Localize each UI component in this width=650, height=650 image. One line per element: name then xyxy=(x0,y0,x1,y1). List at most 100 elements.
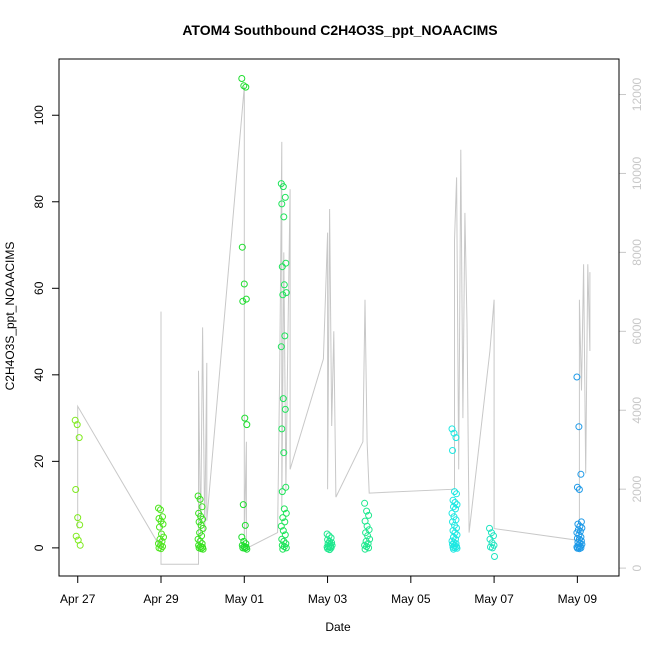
x-tick-label: May 07 xyxy=(474,592,514,606)
y-tick-label: 100 xyxy=(32,105,46,125)
data-point xyxy=(452,505,459,513)
data-point xyxy=(280,449,288,457)
data-point xyxy=(279,527,287,535)
y2-tick-label: 2000 xyxy=(630,476,644,503)
x-tick-label: Apr 27 xyxy=(60,592,96,606)
data-point xyxy=(74,514,82,522)
data-point xyxy=(449,518,456,526)
data-point xyxy=(160,533,167,541)
data-point xyxy=(451,529,459,537)
data-point xyxy=(278,200,286,208)
data-point xyxy=(194,492,202,500)
y2-tick-label: 4000 xyxy=(630,397,644,424)
data-point xyxy=(240,280,248,288)
data-point xyxy=(157,506,164,514)
data-point xyxy=(240,82,248,90)
data-point xyxy=(448,509,456,517)
data-point xyxy=(159,513,166,521)
data-point xyxy=(281,518,289,526)
data-point xyxy=(366,535,374,543)
y2-tick-label: 6000 xyxy=(630,318,644,345)
altitude-track-layer xyxy=(77,86,591,565)
data-point xyxy=(280,505,288,513)
data-point xyxy=(453,531,461,539)
data-point xyxy=(282,259,290,267)
data-point xyxy=(452,535,459,543)
data-point xyxy=(363,507,371,515)
y-tick-label: 60 xyxy=(32,281,46,295)
data-point xyxy=(76,521,84,529)
data-point xyxy=(278,263,286,271)
data-point xyxy=(361,545,369,553)
x-tick-label: Apr 29 xyxy=(143,592,179,606)
data-point xyxy=(450,545,457,553)
data-point xyxy=(76,541,84,549)
data-point xyxy=(156,523,163,531)
data-point xyxy=(282,483,290,491)
y-tick-label: 20 xyxy=(32,454,46,468)
data-point xyxy=(486,524,493,532)
y-tick-label: 0 xyxy=(32,544,46,551)
data-point xyxy=(451,488,458,496)
data-point xyxy=(575,486,583,493)
data-point xyxy=(195,518,203,526)
y-tick-label: 40 xyxy=(32,368,46,382)
data-point xyxy=(196,495,204,503)
data-point xyxy=(72,532,80,540)
data-point xyxy=(278,425,286,433)
data-point xyxy=(75,434,83,442)
data-point xyxy=(453,544,461,552)
data-point xyxy=(575,531,583,539)
chart-title: ATOM4 Southbound C2H4O3S_ppt_NOAACIMS xyxy=(182,22,497,38)
altitude-line xyxy=(77,86,591,565)
data-point xyxy=(282,544,290,552)
data-point xyxy=(279,514,287,522)
data-point xyxy=(452,434,460,442)
data-point xyxy=(277,522,285,530)
data-point xyxy=(240,537,248,545)
data-point xyxy=(573,373,581,381)
data-point xyxy=(486,535,494,543)
data-point xyxy=(575,545,583,553)
data-point xyxy=(578,524,586,532)
y-axis-label: C2H4O3S_ppt_NOAACIMS xyxy=(3,242,17,391)
data-point xyxy=(199,545,207,553)
data-point xyxy=(243,545,251,553)
data-point xyxy=(448,425,456,433)
data-point xyxy=(363,522,371,530)
data-point xyxy=(282,289,290,297)
data-point xyxy=(278,488,286,496)
data-point xyxy=(577,533,585,541)
data-point xyxy=(238,533,246,541)
data-point xyxy=(159,543,166,551)
x-tick-label: May 03 xyxy=(308,592,348,606)
data-point xyxy=(73,421,81,429)
data-point xyxy=(282,509,290,517)
data-point xyxy=(279,545,287,553)
data-point xyxy=(281,193,289,201)
data-point xyxy=(196,537,204,545)
data-point xyxy=(450,503,457,511)
data-point xyxy=(365,544,373,552)
data-point xyxy=(199,524,207,532)
data-point xyxy=(365,511,373,519)
data-point xyxy=(575,423,583,431)
data-point xyxy=(361,499,369,507)
data-point xyxy=(157,545,165,553)
x-tick-label: May 01 xyxy=(225,592,265,606)
data-point xyxy=(450,429,458,437)
data-point xyxy=(243,421,251,429)
x-tick-label: May 05 xyxy=(391,592,431,606)
data-point xyxy=(573,483,581,491)
plot-frame xyxy=(58,58,620,577)
data-point xyxy=(281,531,289,539)
data-point xyxy=(327,544,335,552)
data-point xyxy=(72,486,80,493)
data-point xyxy=(242,295,250,303)
data-point xyxy=(279,183,287,191)
data-point xyxy=(241,521,249,529)
data-point xyxy=(238,243,246,251)
y2-tick-label: 0 xyxy=(630,564,644,571)
data-point xyxy=(280,281,288,289)
data-point xyxy=(238,75,246,82)
